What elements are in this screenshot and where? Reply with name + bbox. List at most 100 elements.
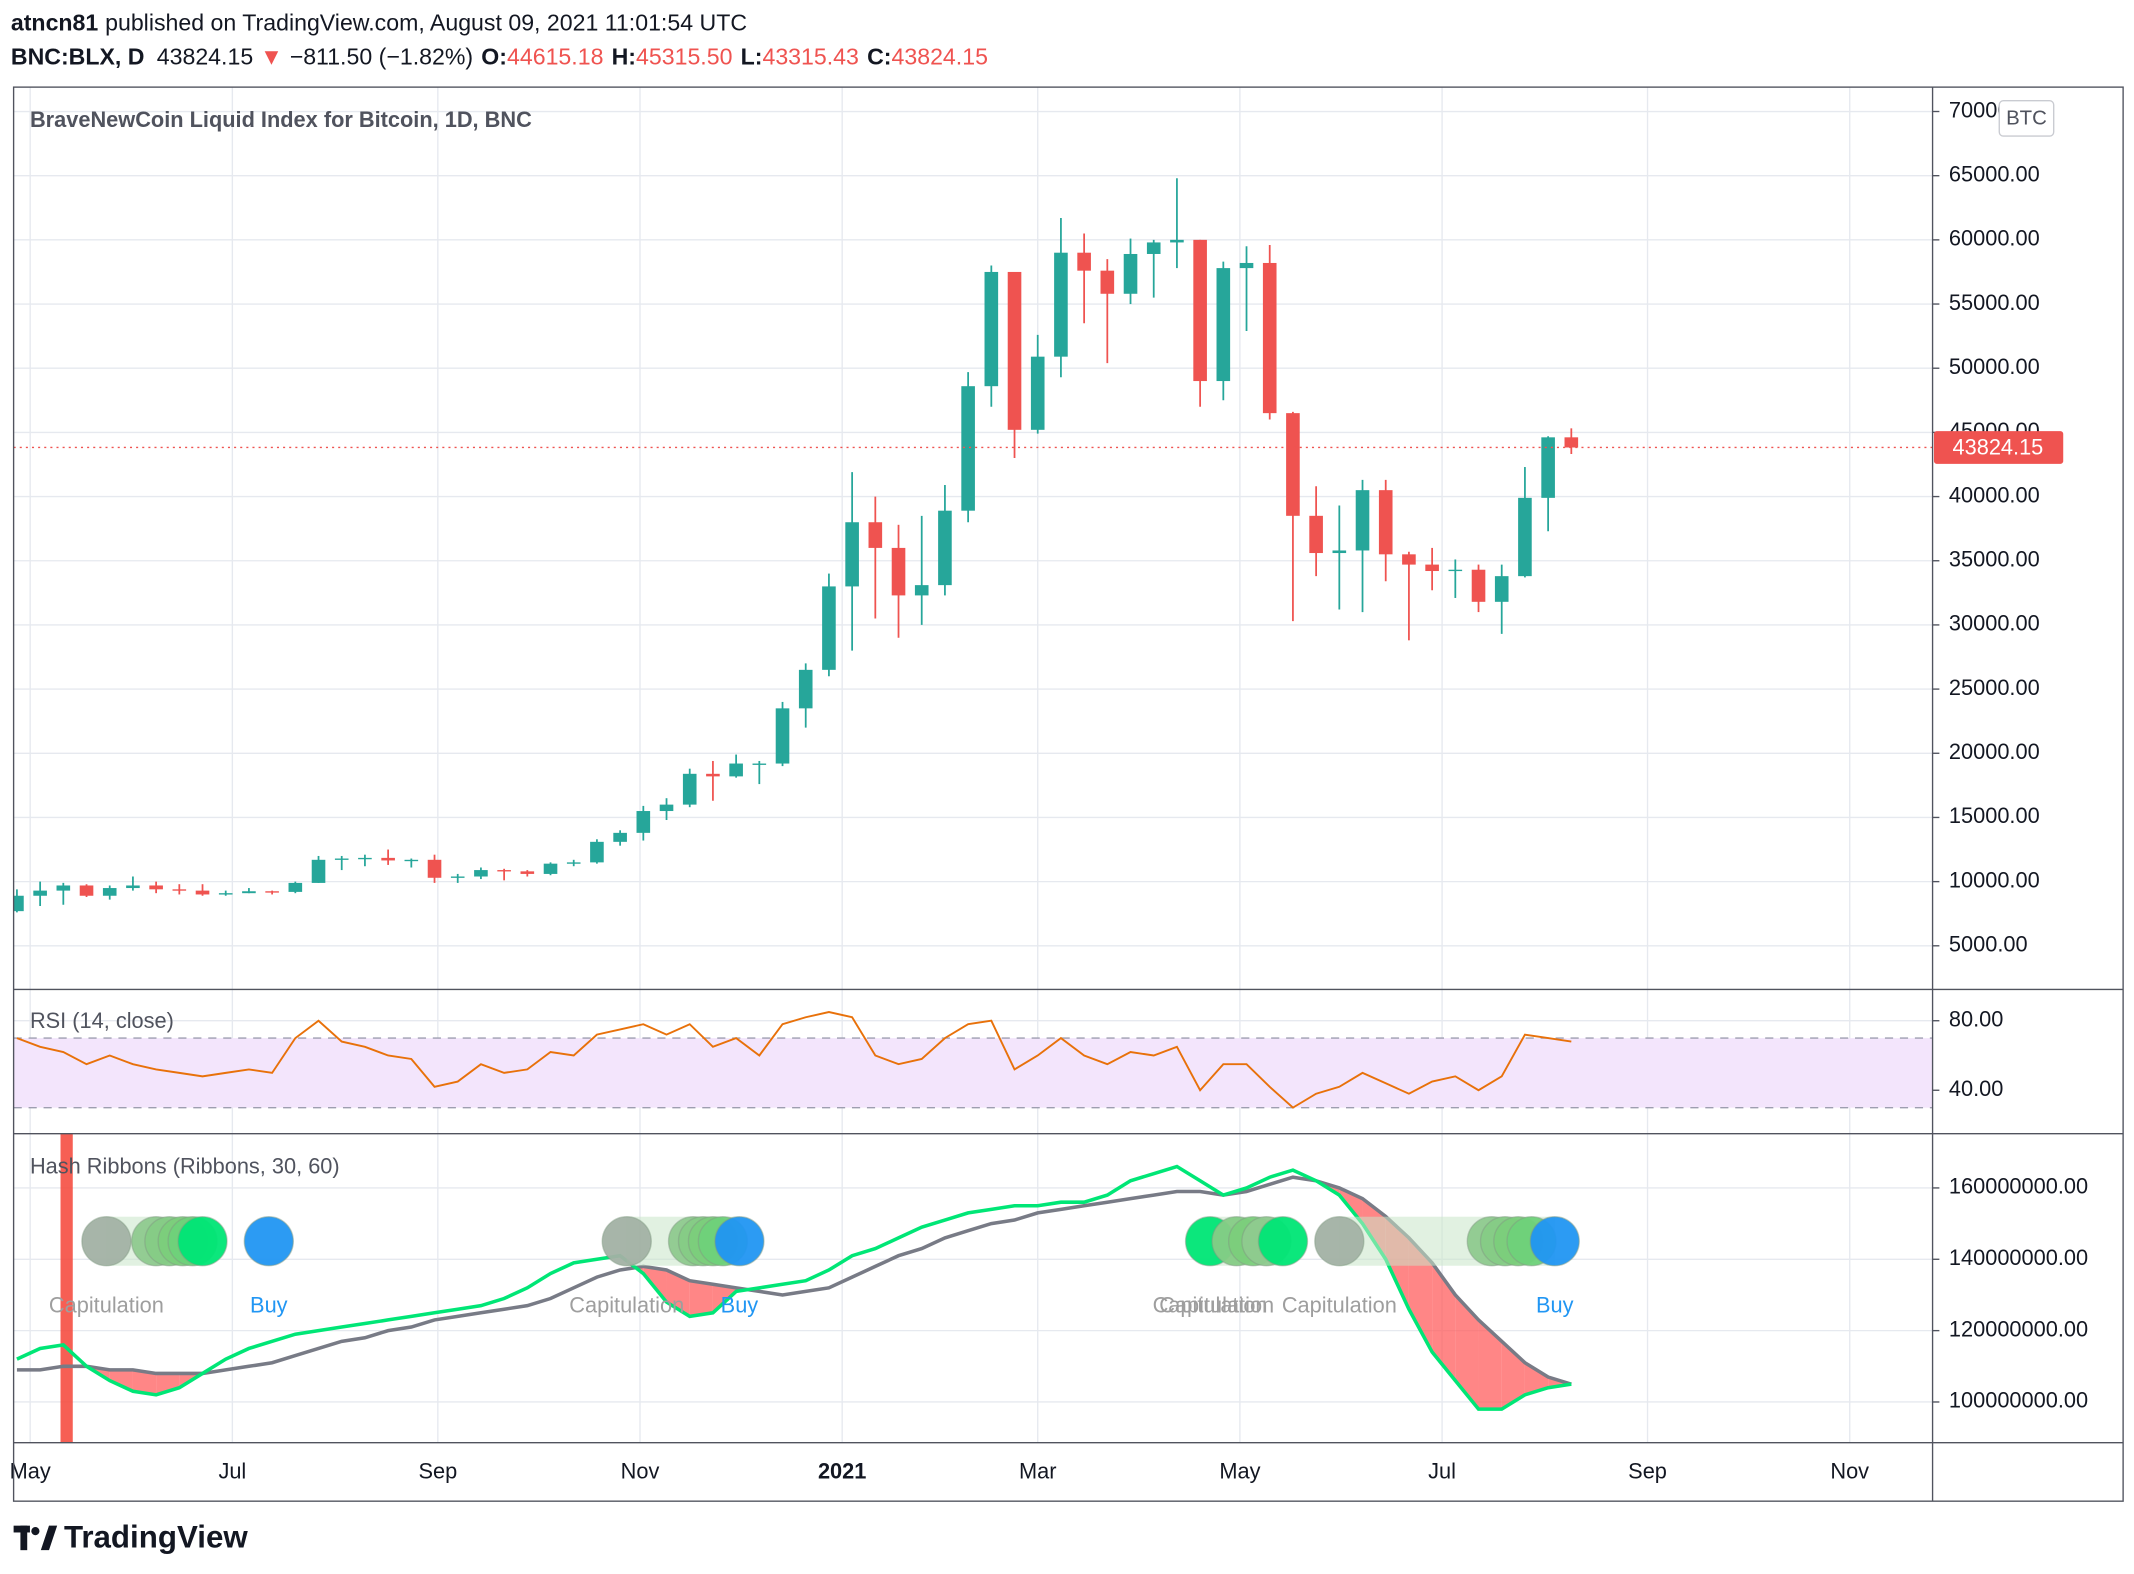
candle-body — [1146, 242, 1161, 254]
ribbon-fill — [1478, 1319, 1502, 1410]
rsi-title: RSI (14, close) — [30, 1008, 174, 1033]
low-value: 43315.43 — [762, 44, 858, 70]
candle-body — [1541, 437, 1555, 498]
high-key: H: — [612, 44, 636, 70]
candle-body — [1425, 564, 1439, 572]
candle-body — [288, 882, 303, 892]
last-price: 43824.15 — [157, 44, 253, 70]
y-tick-label: 25000.00 — [1949, 675, 2040, 700]
candle-body — [1054, 252, 1068, 357]
candle-body — [659, 804, 674, 812]
signal-label: Capitulation — [569, 1292, 684, 1317]
candle-body — [1262, 262, 1277, 414]
candle-body — [334, 858, 349, 860]
candle-body — [1378, 490, 1393, 555]
candle-body — [1077, 252, 1091, 271]
candle-body — [195, 890, 210, 895]
candle-body — [126, 885, 140, 889]
candle-body — [149, 885, 163, 890]
candle-body — [845, 522, 859, 587]
x-tick-label: May — [1219, 1458, 1260, 1483]
signal-circle — [81, 1216, 132, 1267]
y-tick-label: 50000.00 — [1949, 354, 2040, 379]
rsi-line — [16, 1011, 1572, 1109]
ribbon-fill — [1524, 1362, 1549, 1395]
x-tick-label: May — [10, 1458, 51, 1483]
overlay: 43824.15 — [1933, 431, 2064, 464]
low-key: L: — [741, 44, 763, 70]
candle-body — [1193, 239, 1207, 382]
candle-body — [1216, 268, 1231, 382]
candle-body — [13, 895, 24, 912]
x-tick-label: Jul — [1428, 1458, 1456, 1483]
x-tick-label: Nov — [621, 1458, 660, 1483]
y-tick-label: 65000.00 — [1949, 161, 2040, 186]
candle-body — [914, 585, 929, 596]
frame-border — [12, 86, 2124, 1502]
rsi-band — [13, 1038, 1933, 1108]
high-value: 45315.50 — [636, 44, 732, 70]
candle-body — [311, 859, 326, 883]
signal-circle — [601, 1216, 652, 1267]
candle-body — [1170, 239, 1184, 243]
ribbon-fill — [109, 1369, 133, 1392]
y-tick-label: 80.00 — [1949, 1006, 2003, 1031]
y-tick-label: 140000000.00 — [1949, 1245, 2088, 1270]
signal-label: Capitulation — [49, 1292, 164, 1317]
published-line: atncn81 published on TradingView.com, Aug… — [11, 10, 747, 36]
signal-label: Buy — [721, 1292, 759, 1317]
candle-body — [218, 893, 233, 895]
logo-dot — [31, 1527, 40, 1536]
candle-body — [1286, 413, 1300, 516]
candle-body — [822, 586, 836, 670]
y-tick-label: 100000000.00 — [1949, 1388, 2088, 1413]
logo-stem — [20, 1525, 28, 1551]
y-tick-label: 15000.00 — [1949, 803, 2040, 828]
close-key: C: — [867, 44, 891, 70]
candle-body — [1100, 270, 1115, 294]
candle-body — [520, 871, 535, 874]
candle-body — [1007, 271, 1022, 430]
y-tick-label: 120000000.00 — [1949, 1316, 2088, 1341]
y-tick-label: 30000.00 — [1949, 611, 2040, 636]
candle-body — [682, 773, 697, 805]
price-pane — [13, 178, 1933, 913]
ribbon-fill — [1455, 1294, 1479, 1410]
close-value: 43824.15 — [891, 44, 987, 70]
candle-body — [729, 763, 743, 777]
candle-body — [1471, 569, 1486, 602]
x-tick-label: Nov — [1830, 1458, 1869, 1483]
candle-body — [450, 876, 465, 878]
change-arrow: ▼ — [260, 44, 283, 70]
candle-body — [242, 891, 256, 894]
candle-body — [706, 773, 720, 777]
hash-ribbons-pane: Capitulation Buy Capitulation Buy Capitulati… — [16, 1133, 1580, 1443]
candle-body — [404, 859, 419, 862]
y-tick-label: 10000.00 — [1949, 867, 2040, 892]
candle-body — [427, 859, 442, 878]
hash-ribbons-title: Hash Ribbons (Ribbons, 30, 60) — [30, 1153, 340, 1178]
signal-label: Buy — [1536, 1292, 1574, 1317]
y-tick-label: 5000.00 — [1949, 932, 2028, 957]
y-tick-label: 20000.00 — [1949, 739, 2040, 764]
ribbon-fill — [689, 1280, 713, 1317]
signal-circle — [1257, 1216, 1309, 1267]
candle-body — [1309, 515, 1323, 554]
signal-circle — [1529, 1216, 1580, 1267]
x-tick-label: Sep — [1628, 1458, 1667, 1483]
candle-body — [938, 510, 952, 586]
candle-body — [636, 811, 651, 833]
candle-body — [961, 386, 975, 511]
y-tick-label: 40000.00 — [1949, 482, 2040, 507]
brand-logo — [13, 1525, 58, 1551]
signal-circle — [1314, 1216, 1365, 1267]
candle-body — [590, 841, 604, 863]
open-value: 44615.18 — [507, 44, 603, 70]
published-info: published on TradingView.com, August 09,… — [105, 10, 747, 36]
signal-circle — [243, 1216, 294, 1267]
ribbon-fill — [132, 1369, 157, 1395]
ribbon-fill — [1408, 1237, 1433, 1353]
